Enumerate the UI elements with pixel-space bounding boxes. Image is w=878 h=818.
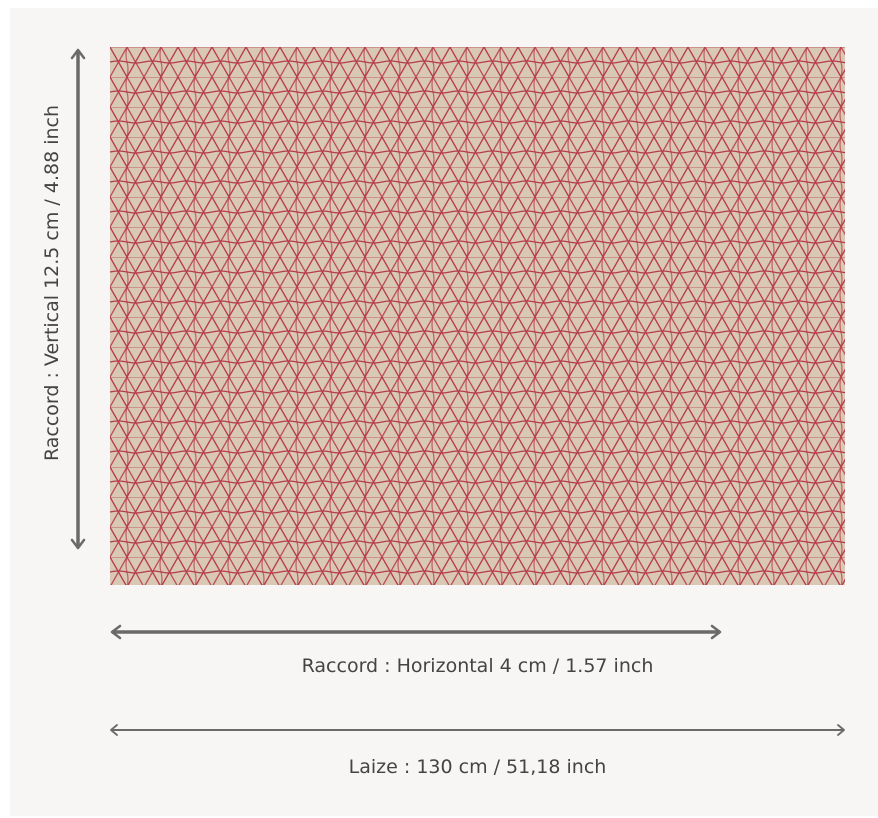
vertical-raccord-label: Raccord : Vertical 12.5 cm / 4.88 inch [41, 104, 63, 462]
horizontal-raccord-label: Raccord : Horizontal 4 cm / 1.57 inch [301, 655, 654, 677]
fabric-pattern-swatch [110, 47, 845, 585]
laize-label: Laize : 130 cm / 51,18 inch [348, 756, 607, 778]
